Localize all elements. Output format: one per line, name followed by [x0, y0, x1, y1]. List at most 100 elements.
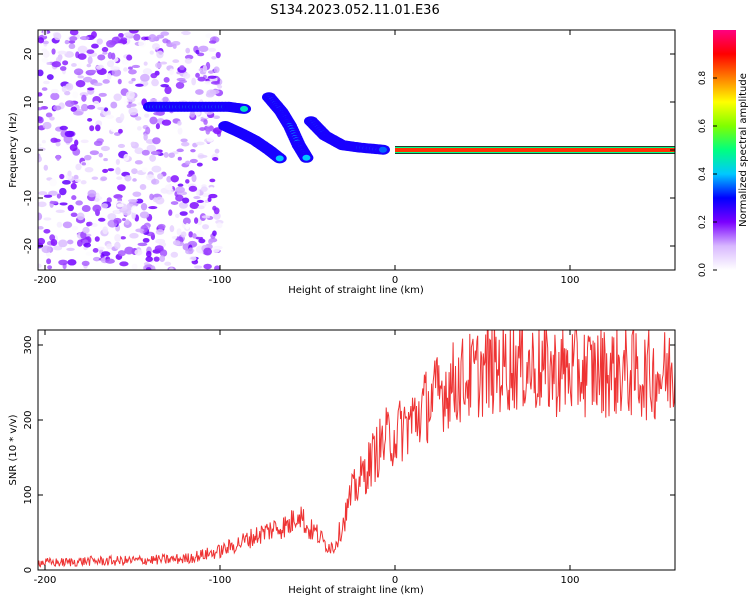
heatmap-cell	[151, 78, 159, 87]
heatmap-cell	[195, 72, 200, 78]
heatmap-x-tick-label: 100	[560, 275, 579, 286]
colorbar: 0.0 0.2 0.4 0.6 0.8 Normalized spectral ampl…	[698, 30, 749, 277]
heatmap-cell	[84, 167, 94, 173]
heatmap-cell	[81, 204, 91, 213]
heatmap-cell	[94, 197, 100, 202]
heatmap-cell	[66, 247, 75, 252]
heatmap-cell	[46, 74, 54, 80]
heatmap-cell	[130, 141, 136, 147]
heatmap-x-tick-label: -100	[209, 275, 232, 286]
heatmap-cell	[49, 178, 58, 187]
heatmap-cell	[196, 199, 204, 204]
heatmap-cell	[143, 61, 148, 66]
heatmap-cell	[56, 193, 62, 199]
heatmap-cell	[142, 81, 149, 86]
colorbar-tick-label: 0.8	[698, 71, 708, 86]
heatmap-cell	[206, 136, 214, 142]
heatmap-cell	[42, 40, 49, 45]
heatmap-cell	[62, 60, 69, 66]
heatmap-cell	[38, 116, 44, 124]
heatmap-cell	[38, 155, 42, 163]
heatmap-cell	[185, 47, 191, 54]
heatmap-cell	[134, 147, 144, 155]
heatmap-cell	[188, 185, 198, 192]
heatmap-cell	[103, 107, 109, 112]
heatmap-cell	[83, 242, 91, 248]
heatmap-cell	[149, 50, 154, 55]
heatmap-cell	[154, 245, 164, 252]
heatmap-cell	[190, 148, 196, 153]
heatmap-cell	[58, 239, 68, 248]
heatmap-cell	[102, 79, 110, 84]
heatmap-cell	[119, 113, 125, 121]
snr-x-axis-label: Height of straight line (km)	[288, 585, 424, 596]
heatmap-cell	[67, 259, 77, 266]
heatmap-cell	[142, 237, 150, 243]
heatmap-cell	[38, 92, 43, 97]
heatmap-cell	[53, 245, 63, 251]
heatmap-cell	[123, 98, 129, 106]
heatmap-cell	[134, 249, 143, 256]
heatmap-cell	[148, 34, 157, 42]
heatmap-cell	[106, 60, 115, 68]
heatmap-cell	[117, 184, 126, 192]
heatmap-cell	[195, 141, 205, 146]
heatmap-cell	[59, 173, 65, 180]
heatmap-cell	[302, 154, 311, 161]
heatmap-cell	[128, 103, 137, 107]
heatmap-cell	[172, 240, 181, 246]
heatmap-cell	[51, 61, 62, 68]
heatmap-cell	[211, 56, 217, 60]
heatmap-cell	[212, 246, 221, 253]
heatmap-cell	[159, 249, 168, 257]
heatmap-cell	[110, 126, 118, 133]
heatmap-y-tick-label: 20	[23, 48, 34, 61]
heatmap-cell	[95, 65, 103, 70]
heatmap-cell	[59, 66, 67, 71]
heatmap-cell	[107, 52, 113, 59]
heatmap-cell	[49, 116, 55, 121]
heatmap-cell	[169, 68, 174, 76]
heatmap-cell	[91, 176, 99, 180]
heatmap-cell	[77, 45, 88, 54]
heatmap-cell	[53, 32, 62, 41]
heatmap-cell	[137, 126, 142, 131]
heatmap-cell	[124, 174, 132, 182]
heatmap-cell	[195, 49, 200, 55]
heatmap-cell	[61, 180, 71, 185]
heatmap-cell	[61, 85, 67, 93]
snr-x-tick-label: 0	[392, 575, 398, 586]
heatmap-y-tick-label: -20	[23, 238, 34, 254]
heatmap-cell	[98, 92, 107, 97]
heatmap-cell	[79, 92, 89, 97]
heatmap-cell	[98, 152, 103, 158]
heatmap-cell	[95, 124, 101, 132]
heatmap-cell	[56, 154, 61, 161]
heatmap-cell	[105, 114, 114, 119]
heatmap-y-tick-label: 0	[23, 147, 34, 153]
heatmap-cell	[91, 31, 97, 39]
heatmap-cell	[177, 183, 184, 187]
heatmap-cell	[145, 174, 155, 181]
heatmap-y-tick-label: 10	[23, 96, 34, 109]
heatmap-cell	[80, 103, 89, 112]
heatmap-cell	[134, 160, 143, 165]
heatmap-cell	[217, 84, 223, 89]
heatmap-cell	[169, 225, 175, 233]
snr-y-tick-label: 200	[23, 410, 34, 429]
heatmap-cell	[86, 49, 95, 54]
heatmap-cell	[50, 92, 60, 101]
heatmap-cell	[155, 123, 160, 130]
heatmap-cell	[198, 45, 209, 53]
heatmap-cell	[38, 107, 44, 111]
heatmap-x-tick-label: 0	[392, 275, 398, 286]
heatmap-cell	[38, 191, 48, 196]
heatmap-cell	[240, 105, 249, 112]
heatmap-cell	[145, 256, 153, 263]
heatmap-cell	[87, 189, 97, 198]
heatmap-cell	[208, 238, 214, 245]
snr-y-tick-label: 300	[23, 335, 34, 354]
heatmap-cell	[67, 204, 74, 212]
heatmap-cell	[155, 196, 165, 205]
heatmap-cell	[176, 228, 182, 236]
